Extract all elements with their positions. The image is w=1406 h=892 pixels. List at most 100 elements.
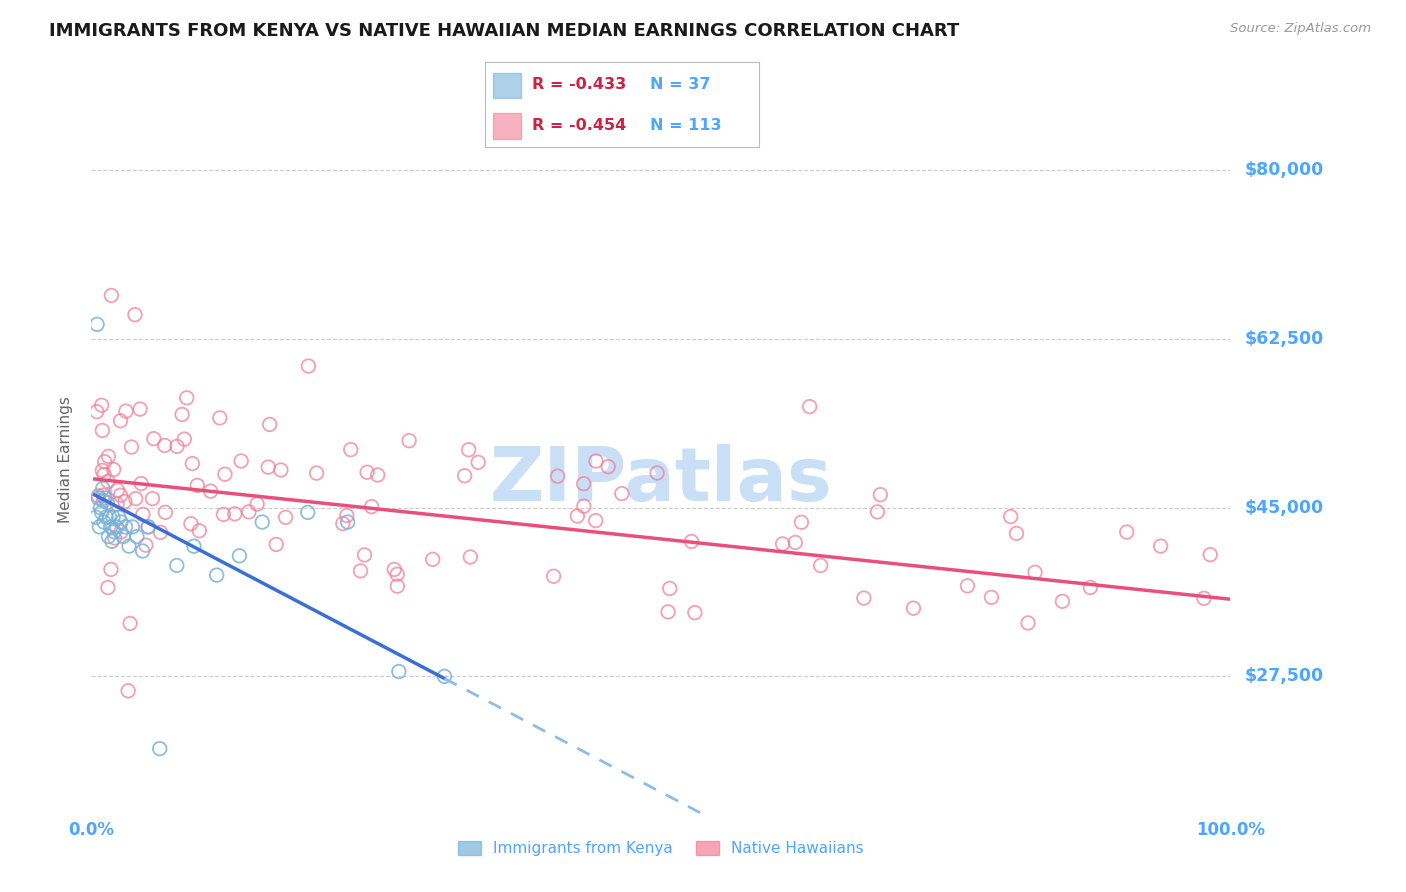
Point <box>120 616 142 631</box>
Point <box>131 544 153 558</box>
Point <box>155 505 177 519</box>
Point <box>96 496 118 510</box>
Point <box>93 494 115 508</box>
Point <box>98 510 121 524</box>
Legend: Immigrants from Kenya, Native Hawaiians: Immigrants from Kenya, Native Hawaiians <box>451 835 870 862</box>
Point <box>180 516 202 531</box>
Point <box>186 478 208 492</box>
Point <box>125 529 148 543</box>
Point <box>136 520 159 534</box>
Point <box>84 510 107 524</box>
Point <box>790 516 813 530</box>
Point <box>1149 539 1171 553</box>
Point <box>1078 581 1101 595</box>
Point <box>572 476 595 491</box>
Point <box>866 505 889 519</box>
Point <box>100 562 122 576</box>
Point <box>356 465 378 479</box>
FancyBboxPatch shape <box>494 72 520 98</box>
Point <box>305 466 328 480</box>
Point <box>246 497 269 511</box>
Point <box>103 462 125 476</box>
Point <box>208 410 231 425</box>
Point <box>382 562 405 576</box>
Point <box>101 510 124 524</box>
Point <box>869 488 891 502</box>
Point <box>852 591 875 606</box>
Point <box>200 484 222 499</box>
Point <box>274 510 297 524</box>
Text: ZIPatlas: ZIPatlas <box>489 444 832 517</box>
Point <box>87 489 110 503</box>
Text: $80,000: $80,000 <box>1244 161 1323 179</box>
Text: $27,500: $27,500 <box>1244 667 1323 685</box>
Point <box>107 510 129 524</box>
Point <box>453 468 475 483</box>
Point <box>173 432 195 446</box>
Point <box>460 549 482 564</box>
Point <box>149 525 172 540</box>
Point <box>153 438 176 452</box>
Point <box>339 442 361 457</box>
Point <box>125 491 148 506</box>
Point <box>547 469 569 483</box>
Point <box>772 537 794 551</box>
Point <box>297 505 319 519</box>
Point <box>93 515 115 529</box>
Point <box>433 669 456 683</box>
Point <box>349 564 371 578</box>
Point <box>257 460 280 475</box>
Point <box>166 558 188 573</box>
FancyBboxPatch shape <box>494 113 520 139</box>
Point <box>799 400 821 414</box>
Point <box>224 507 246 521</box>
Point <box>422 552 444 566</box>
Point <box>336 515 359 529</box>
Point <box>86 405 108 419</box>
Point <box>86 318 108 332</box>
Point <box>228 549 250 563</box>
Point <box>398 434 420 448</box>
Point <box>104 531 127 545</box>
Point <box>610 486 633 500</box>
Point <box>100 288 122 302</box>
Point <box>1024 566 1046 580</box>
Point <box>181 457 204 471</box>
Point <box>1199 548 1222 562</box>
Point <box>110 414 132 428</box>
Point <box>120 440 142 454</box>
Point <box>956 579 979 593</box>
Text: $62,500: $62,500 <box>1244 330 1323 348</box>
Point <box>97 475 120 489</box>
Point <box>110 524 132 539</box>
Point <box>645 466 668 480</box>
Point <box>681 534 703 549</box>
Text: N = 113: N = 113 <box>650 118 721 133</box>
Point <box>110 488 132 502</box>
Point <box>124 308 146 322</box>
Point <box>572 499 595 513</box>
Point <box>118 539 141 553</box>
Point <box>94 491 117 505</box>
Point <box>117 683 139 698</box>
Text: R = -0.454: R = -0.454 <box>531 118 626 133</box>
Text: $45,000: $45,000 <box>1244 499 1323 516</box>
Point <box>259 417 281 432</box>
Point <box>658 582 681 596</box>
Point <box>387 579 409 593</box>
Point <box>598 459 620 474</box>
Text: Source: ZipAtlas.com: Source: ZipAtlas.com <box>1230 22 1371 36</box>
Point <box>238 505 260 519</box>
Point <box>785 535 807 549</box>
Point <box>105 520 128 534</box>
Point <box>250 515 273 529</box>
Point <box>467 455 489 469</box>
Point <box>89 520 111 534</box>
Point <box>388 665 411 679</box>
Point <box>101 534 124 549</box>
Point <box>188 524 211 538</box>
Point <box>97 581 120 595</box>
Y-axis label: Median Earnings: Median Earnings <box>58 396 73 523</box>
Point <box>97 450 120 464</box>
Point <box>385 567 408 582</box>
